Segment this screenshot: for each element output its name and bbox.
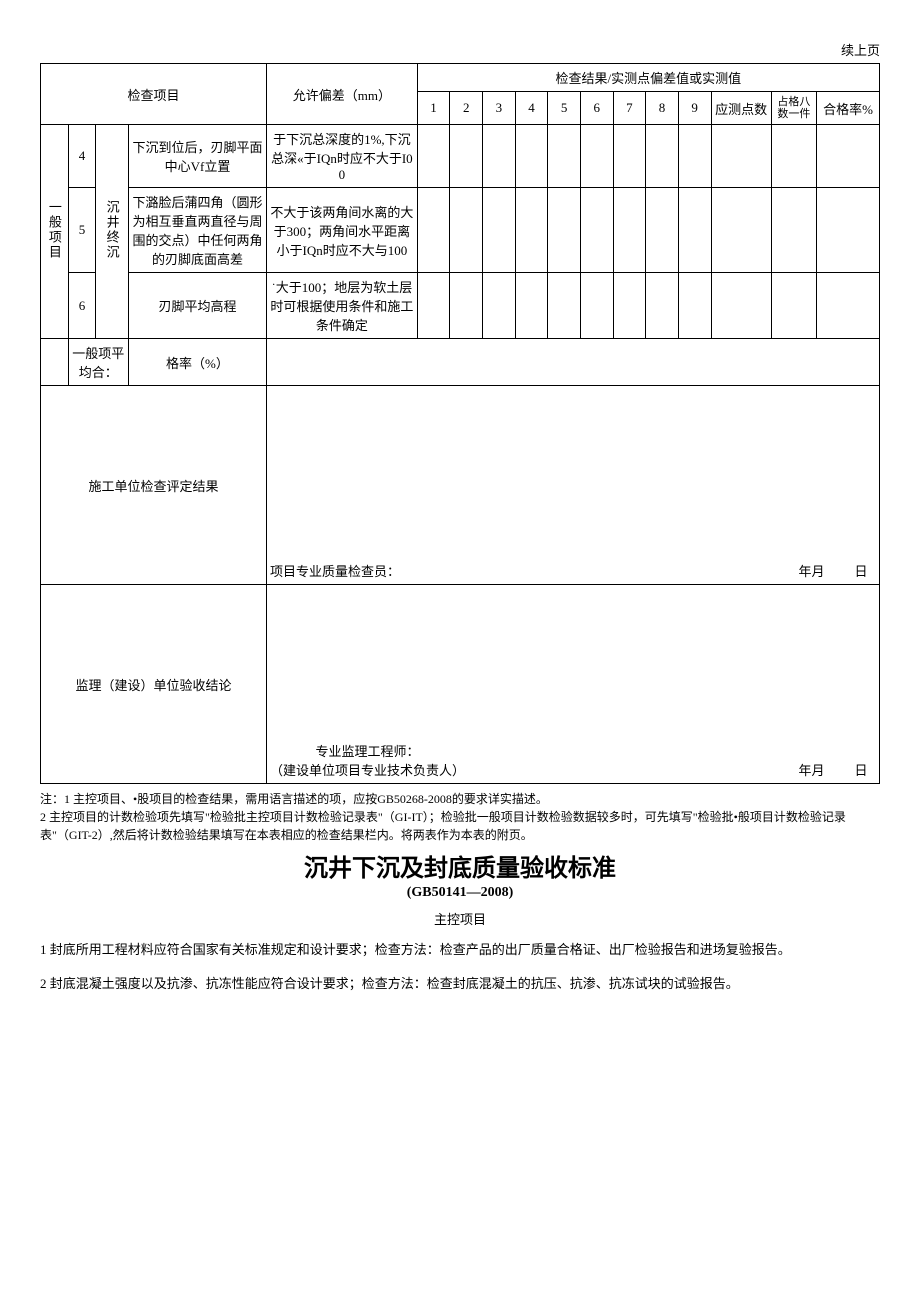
hdr-points-due: 应测点数 [711, 92, 771, 125]
row4-no: 4 [68, 125, 96, 188]
sig2-body: 专业监理工程师： （建设单位项目专业技术负责人） 年月 日 [267, 585, 880, 784]
r4c3 [483, 125, 516, 188]
r4c9 [678, 125, 711, 188]
sig1-left: 施工单位检查评定结果 [41, 386, 267, 585]
r4-rate [816, 125, 879, 188]
body-item-2: 2 封底混凝土强度以及抗渗、抗冻性能应符合设计要求；检查方法：检查封底混凝土的抗… [40, 972, 880, 995]
inspection-table: 检查项目 允许偏差（mm） 检查结果/实测点偏差值或实测值 1 2 3 4 5 … [40, 63, 880, 784]
r4c7 [613, 125, 646, 188]
r4c4 [515, 125, 548, 188]
r6-due [711, 273, 771, 339]
sig2-left: 监理（建设）单位验收结论 [41, 585, 267, 784]
row6-no: 6 [68, 273, 96, 339]
r6c6 [580, 273, 613, 339]
r5c7 [613, 188, 646, 273]
body-list: 1 封底所用工程材料应符合国家有关标准规定和设计要求；检查方法：检查产品的出厂质… [40, 938, 880, 995]
r5c1 [417, 188, 450, 273]
r6c4 [515, 273, 548, 339]
r4-due [711, 125, 771, 188]
footnotes: 注：1 主控项目、•股项目的检查结果，需用语言描述的项，应按GB50268-20… [40, 790, 880, 844]
note-2: 2 主控项目的计数检验项先填写"检验批主控项目计数检验记录表"（GI-IT）；检… [40, 810, 846, 842]
section-subtitle: (GB50141—2008) [40, 885, 880, 901]
hdr-c4: 4 [515, 92, 548, 125]
r4-pass [771, 125, 816, 188]
hdr-results-title: 检查结果/实测点偏差值或实测值 [417, 64, 879, 92]
hdr-pass-points: 占格八数一件 [771, 92, 816, 125]
avg-row: 一般项平均合： 格率（%） [41, 339, 880, 386]
r5-due [711, 188, 771, 273]
note-prefix: 注： [40, 792, 64, 806]
avg-value [267, 339, 880, 386]
sig1-body: 项目专业质量检查员： 年月 日 [267, 386, 880, 585]
row6-tol: ˙大于100；地层为软土层时可根据使用条件和施工条件确定 [267, 273, 418, 339]
sig2-bottom-label2: （建设单位项目专业技术负责人） [270, 760, 465, 779]
sig2-date: 年月 日 [797, 760, 877, 779]
r5c3 [483, 188, 516, 273]
sig-row-1: 施工单位检查评定结果 项目专业质量检查员： 年月 日 [41, 386, 880, 585]
hdr-c2: 2 [450, 92, 483, 125]
section-title: 沉井下沉及封底质量验收标准 [40, 848, 880, 883]
r6c5 [548, 273, 581, 339]
row6-item: 刃脚平均高程 [128, 273, 266, 339]
hdr-tolerance: 允许偏差（mm） [267, 64, 418, 125]
r6c1 [417, 273, 450, 339]
r6-pass [771, 273, 816, 339]
hdr-c7: 7 [613, 92, 646, 125]
r5c5 [548, 188, 581, 273]
r4c5 [548, 125, 581, 188]
r6-rate [816, 273, 879, 339]
hdr-c5: 5 [548, 92, 581, 125]
sig-row-2: 监理（建设）单位验收结论 专业监理工程师： （建设单位项目专业技术负责人） 年月… [41, 585, 880, 784]
data-row-6: 6 刃脚平均高程 ˙大于100；地层为软土层时可根据使用条件和施工条件确定 [41, 273, 880, 339]
r6c9 [678, 273, 711, 339]
hdr-c1: 1 [417, 92, 450, 125]
row5-item: 下潞脸后蒲四角（圆形为相互垂直两直径与周围的交点）中任何两角的刃脚底面高差 [128, 188, 266, 273]
hdr-c3: 3 [483, 92, 516, 125]
r4c6 [580, 125, 613, 188]
avg-label: 一般项平均合： [68, 339, 128, 386]
side-sub: 沉井终沉 [96, 125, 129, 339]
header-row-1: 检查项目 允许偏差（mm） 检查结果/实测点偏差值或实测值 [41, 64, 880, 92]
row4-item: 下沉到位后，刃脚平面中心Vf立置 [128, 125, 266, 188]
avg-rate-label: 格率（%） [128, 339, 266, 386]
r4c1 [417, 125, 450, 188]
hdr-c9: 9 [678, 92, 711, 125]
row5-tol: 不大于该两角间水离的大于300；两角间水平距离小于IQn时应不大与100 [267, 188, 418, 273]
r6c2 [450, 273, 483, 339]
r5-pass [771, 188, 816, 273]
section-heading: 主控项目 [40, 909, 880, 928]
r5c9 [678, 188, 711, 273]
r6c3 [483, 273, 516, 339]
r5c6 [580, 188, 613, 273]
hdr-c8: 8 [646, 92, 679, 125]
hdr-pass-rate: 合格率% [816, 92, 879, 125]
data-row-5: 5 下潞脸后蒲四角（圆形为相互垂直两直径与周围的交点）中任何两角的刃脚底面高差 … [41, 188, 880, 273]
data-row-4: 一般项目 4 沉井终沉 下沉到位后，刃脚平面中心Vf立置 于下沉总深度的1%,下… [41, 125, 880, 188]
sig1-date: 年月 日 [797, 561, 877, 580]
r5c8 [646, 188, 679, 273]
continuation-note: 续上页 [40, 40, 880, 59]
r6c7 [613, 273, 646, 339]
row4-tol: 于下沉总深度的1%,下沉总深«于IQn时应不大于I00 [267, 125, 418, 188]
side-category: 一般项目 [41, 125, 69, 339]
hdr-inspect-item: 检查项目 [41, 64, 267, 125]
hdr-c6: 6 [580, 92, 613, 125]
row5-no: 5 [68, 188, 96, 273]
body-item-1: 1 封底所用工程材料应符合国家有关标准规定和设计要求；检查方法：检查产品的出厂质… [40, 938, 880, 961]
note-1: 1 主控项目、•股项目的检查结果，需用语言描述的项，应按GB50268-2008… [64, 792, 548, 806]
r5c2 [450, 188, 483, 273]
r4c8 [646, 125, 679, 188]
sig1-bottom-label: 项目专业质量检查员： [270, 561, 400, 580]
sig2-bottom-label1: 专业监理工程师： [270, 741, 465, 760]
r6c8 [646, 273, 679, 339]
r5-rate [816, 188, 879, 273]
r5c4 [515, 188, 548, 273]
r4c2 [450, 125, 483, 188]
